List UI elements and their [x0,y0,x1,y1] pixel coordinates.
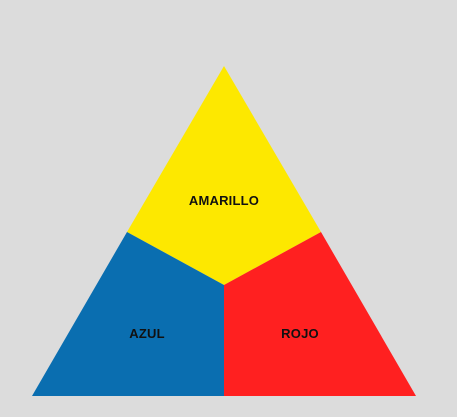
region-rojo [224,232,416,396]
region-azul [32,232,224,396]
label-rojo: ROJO [281,326,319,341]
label-amarillo: AMARILLO [189,193,259,208]
region-amarillo [127,66,321,285]
label-azul: AZUL [129,326,164,341]
